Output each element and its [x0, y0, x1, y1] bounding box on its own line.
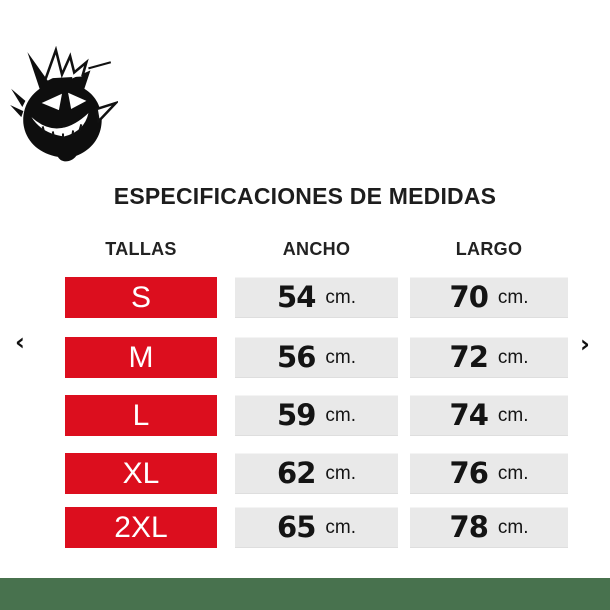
unit-label: cm. — [325, 405, 356, 426]
ancho-cell: 54 cm. — [235, 277, 398, 318]
size-label: M — [128, 340, 154, 374]
size-label: S — [130, 280, 151, 314]
size-label: L — [132, 398, 150, 432]
size-cell: 2XL — [65, 507, 217, 548]
table-row: XL 62 cm. 76 cm. — [0, 453, 610, 494]
size-cell: S — [65, 277, 217, 318]
unit-label: cm. — [497, 405, 529, 426]
footer-bar — [0, 578, 610, 610]
unit-label: cm. — [497, 517, 529, 538]
largo-cell: 74 cm. — [410, 395, 568, 436]
largo-value: 76 — [449, 456, 489, 490]
table-row: M 56 cm. 72 cm. — [0, 337, 610, 378]
gengar-icon — [10, 45, 121, 162]
largo-value: 74 — [449, 398, 489, 432]
table-row: S 54 cm. 70 cm. — [0, 277, 610, 318]
gengar-mascot-illustration — [8, 45, 121, 166]
next-arrow-button[interactable]: › — [580, 330, 590, 358]
ancho-cell: 65 cm. — [235, 507, 398, 548]
prev-arrow-button[interactable]: ‹ — [15, 328, 25, 356]
ancho-value: 56 — [277, 340, 316, 374]
header-tallas: TALLAS — [105, 239, 177, 259]
largo-value: 72 — [449, 340, 489, 374]
ancho-cell: 59 cm. — [235, 395, 398, 436]
size-cell: M — [65, 337, 217, 378]
unit-label: cm. — [325, 287, 356, 308]
largo-cell: 72 cm. — [410, 337, 568, 378]
ancho-value: 59 — [277, 398, 316, 432]
unit-label: cm. — [497, 287, 529, 308]
unit-label: cm. — [325, 517, 356, 538]
size-cell: XL — [65, 453, 217, 494]
ancho-cell: 56 cm. — [235, 337, 398, 378]
ancho-value: 54 — [277, 280, 316, 314]
ancho-cell: 62 cm. — [235, 453, 398, 494]
size-label: 2XL — [114, 510, 168, 544]
header-ancho: ANCHO — [282, 239, 351, 259]
largo-value: 70 — [449, 280, 489, 314]
unit-label: cm. — [497, 463, 529, 484]
ancho-value: 62 — [277, 456, 316, 490]
unit-label: cm. — [325, 463, 356, 484]
size-cell: L — [65, 395, 217, 436]
header-largo: LARGO — [455, 239, 523, 259]
largo-cell: 78 cm. — [410, 507, 568, 548]
table-row: 2XL 65 cm. 78 cm. — [0, 507, 610, 548]
table-row: L 59 cm. 74 cm. — [0, 395, 610, 436]
page-title: ESPECIFICACIONES DE MEDIDAS — [113, 183, 497, 209]
unit-label: cm. — [325, 347, 356, 368]
largo-value: 78 — [449, 510, 489, 544]
size-label: XL — [122, 456, 160, 490]
ancho-value: 65 — [277, 510, 316, 544]
largo-cell: 70 cm. — [410, 277, 568, 318]
unit-label: cm. — [497, 347, 529, 368]
largo-cell: 76 cm. — [410, 453, 568, 494]
